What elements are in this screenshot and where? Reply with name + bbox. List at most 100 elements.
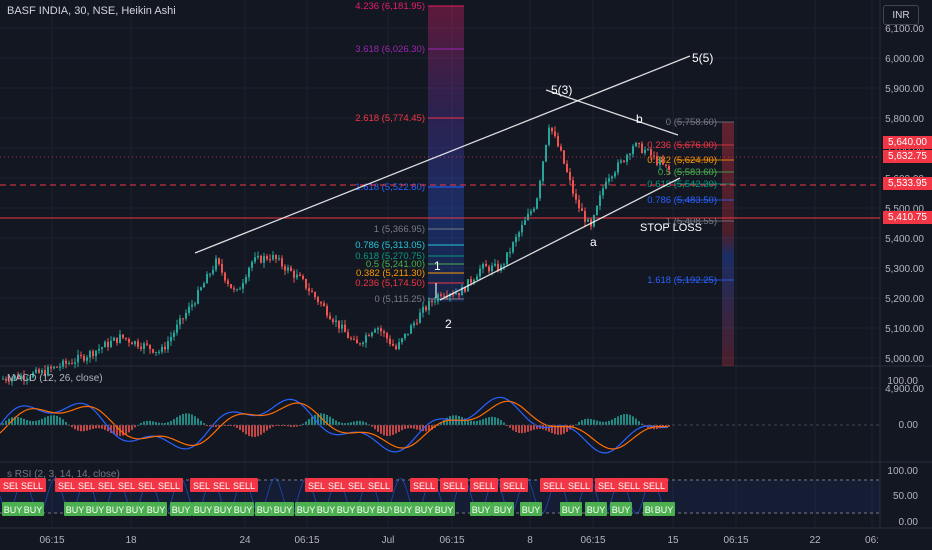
buy-tag-text: BUY: [394, 505, 413, 515]
sell-signal-tag: SELL: [540, 478, 568, 492]
candle-body: [638, 143, 640, 145]
candle-body: [221, 263, 223, 273]
candle-body: [392, 344, 394, 346]
candle-body: [527, 213, 529, 221]
macd-histogram-bar: [113, 425, 115, 435]
macd-histogram-bar: [110, 425, 112, 434]
sell-signal-tag: SELL: [615, 478, 643, 492]
macd-histogram-bar: [311, 416, 313, 425]
candle-body: [665, 164, 667, 166]
buy-tag-box: [84, 502, 106, 516]
candle-body: [41, 370, 43, 373]
candle-body: [125, 337, 127, 339]
candle-body: [161, 346, 163, 352]
macd-histogram-bar: [629, 414, 631, 425]
candle-body: [212, 269, 214, 274]
candle-body: [341, 324, 343, 329]
macd-histogram-bar: [215, 425, 217, 427]
fib-level-label: 0.382 (5,211.30): [356, 268, 425, 279]
candle-body: [662, 159, 664, 165]
sell-tag-text: SELL: [3, 481, 25, 491]
buy-signal-tag: BUY: [335, 502, 357, 516]
candle-body: [233, 288, 235, 290]
price-axis-label: 6,100.00: [885, 24, 924, 35]
candle-body: [617, 162, 619, 173]
candle-body: [98, 348, 100, 351]
candle-body: [524, 220, 526, 225]
macd-histogram-bar: [59, 417, 61, 425]
macd-histogram-bar: [533, 425, 535, 430]
macd-histogram-bar: [590, 418, 592, 425]
sell-tag-text: SELL: [78, 481, 100, 491]
buy-tag-box: [375, 502, 397, 516]
macd-histogram-bar: [5, 420, 7, 425]
macd-histogram-bar: [350, 422, 352, 425]
candle-body: [200, 287, 202, 290]
macd-histogram-bar: [503, 422, 505, 425]
fib-level-label: 4.236 (6,181.95): [355, 1, 425, 12]
candle-body: [317, 297, 319, 303]
macd-histogram-bar: [467, 419, 469, 425]
candle-body: [182, 318, 184, 320]
candle-body: [623, 160, 625, 162]
candle-body: [287, 267, 289, 271]
macd-histogram-bar: [248, 425, 250, 436]
macd-histogram-bar: [179, 415, 181, 425]
macd-histogram-bar: [86, 425, 88, 431]
macd-histogram-bar: [149, 420, 151, 425]
sell-signal-tag: SELL: [500, 478, 528, 492]
macd-histogram-bar: [26, 419, 28, 425]
buy-signal-tag: BUY: [212, 502, 234, 516]
macd-histogram-bar: [56, 415, 58, 425]
candle-body: [155, 351, 157, 353]
macd-histogram-bar: [353, 421, 355, 425]
macd-histogram-bar: [605, 421, 607, 425]
candle-body: [605, 181, 607, 189]
candle-body: [50, 366, 52, 369]
candle-body: [149, 344, 151, 350]
macd-histogram-bar: [395, 425, 397, 434]
candle-body: [242, 282, 244, 289]
candle-body: [539, 180, 541, 199]
candle-body: [209, 273, 211, 275]
candle-body: [38, 369, 40, 373]
macd-histogram-bar: [416, 425, 418, 430]
sell-signal-tag: SELL: [565, 478, 593, 492]
candle-body: [494, 263, 496, 266]
candle-body: [176, 324, 178, 333]
candle-body: [458, 292, 460, 296]
candle-body: [542, 161, 544, 181]
candle-body: [74, 362, 76, 364]
macd-histogram-bar: [344, 423, 346, 425]
candle-body: [107, 341, 109, 347]
candle-body: [452, 294, 454, 296]
candle-body: [368, 335, 370, 337]
candle-body: [281, 258, 283, 267]
candle-body: [521, 224, 523, 233]
candle-body: [53, 366, 55, 369]
macd-histogram-bar: [623, 414, 625, 425]
price-axis-label: 4,900.00: [885, 384, 924, 395]
candle-body: [425, 306, 427, 311]
signal-line: [0, 400, 669, 450]
macd-histogram-bar: [488, 417, 490, 425]
candle-body: [500, 265, 502, 271]
buy-tag-text: BUY: [24, 505, 43, 515]
macd-histogram-bar: [620, 414, 622, 425]
candle-body: [407, 333, 409, 335]
candle-body: [470, 279, 472, 283]
candle-body: [131, 342, 133, 345]
macd-histogram-bar: [35, 420, 37, 425]
macd-histogram-bar: [263, 425, 265, 433]
candle-body: [170, 336, 172, 342]
candle-body: [374, 329, 376, 333]
time-axis-label: 18: [125, 535, 137, 546]
macd-histogram-bar: [518, 425, 520, 433]
fib-extension-box: [428, 6, 464, 302]
currency-button[interactable]: INR: [883, 5, 919, 25]
macd-histogram-bar: [155, 422, 157, 425]
buy-signal-tag: BUY: [392, 502, 414, 516]
macd-histogram-bar: [527, 425, 529, 432]
candle-body: [650, 149, 652, 156]
